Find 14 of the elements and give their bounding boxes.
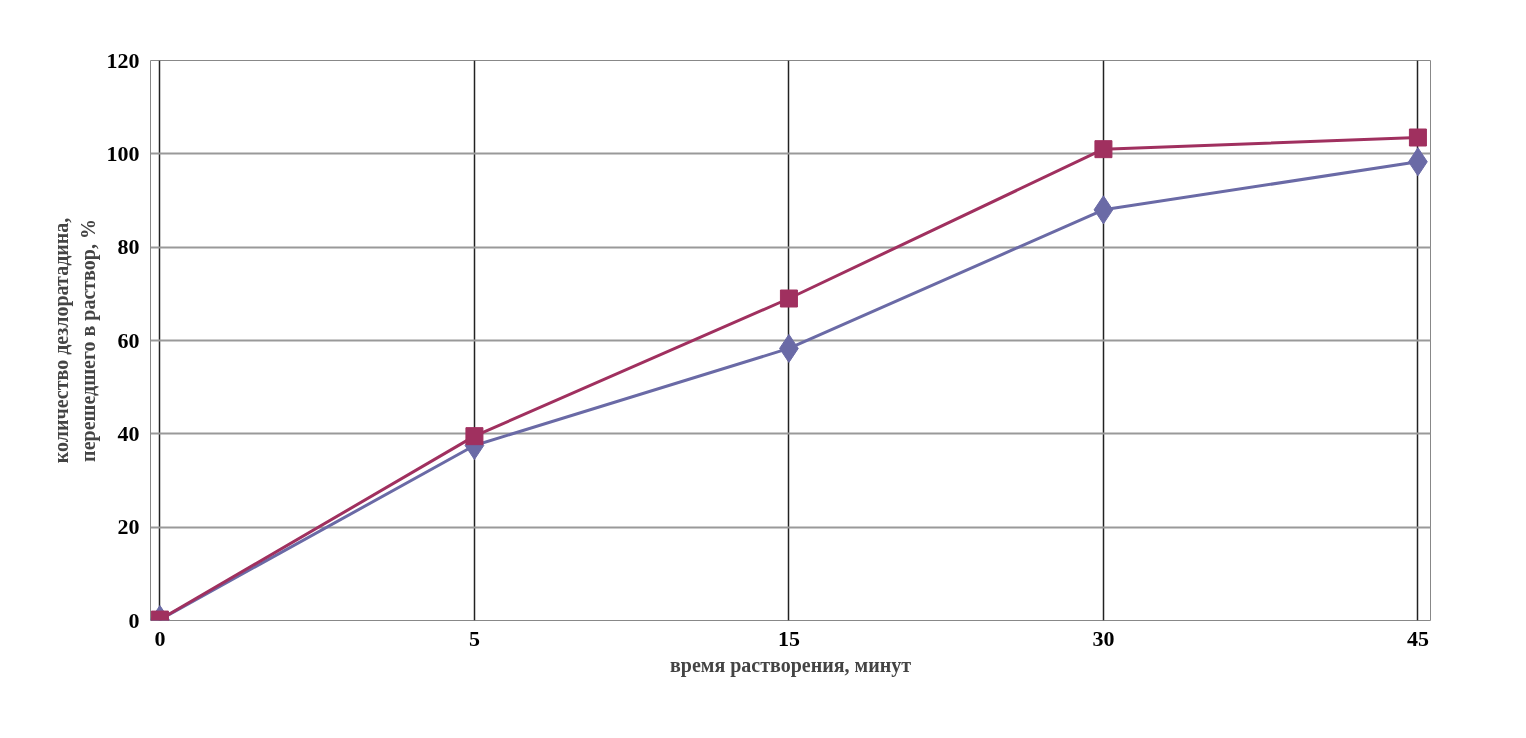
y-axis-title: количество дезлоратадина, перешедшего в раствор, % xyxy=(50,217,100,464)
x-tick-label: 45 xyxy=(1406,625,1429,651)
y-tick-label: 60 xyxy=(117,327,140,353)
y-tick-label: 20 xyxy=(117,514,140,540)
y-tick-label: 40 xyxy=(117,420,140,446)
y-tick-label: 120 xyxy=(106,47,140,73)
x-axis-title: время растворения, минут xyxy=(669,653,912,677)
x-tick-label: 15 xyxy=(777,625,800,651)
y-tick-label: 0 xyxy=(128,607,140,633)
y-tick-label: 80 xyxy=(117,234,140,260)
x-tick-label: 0 xyxy=(154,625,166,651)
x-tick-label: 5 xyxy=(468,625,480,651)
x-tick-label: 30 xyxy=(1092,625,1115,651)
y-tick-label: 100 xyxy=(106,140,140,166)
